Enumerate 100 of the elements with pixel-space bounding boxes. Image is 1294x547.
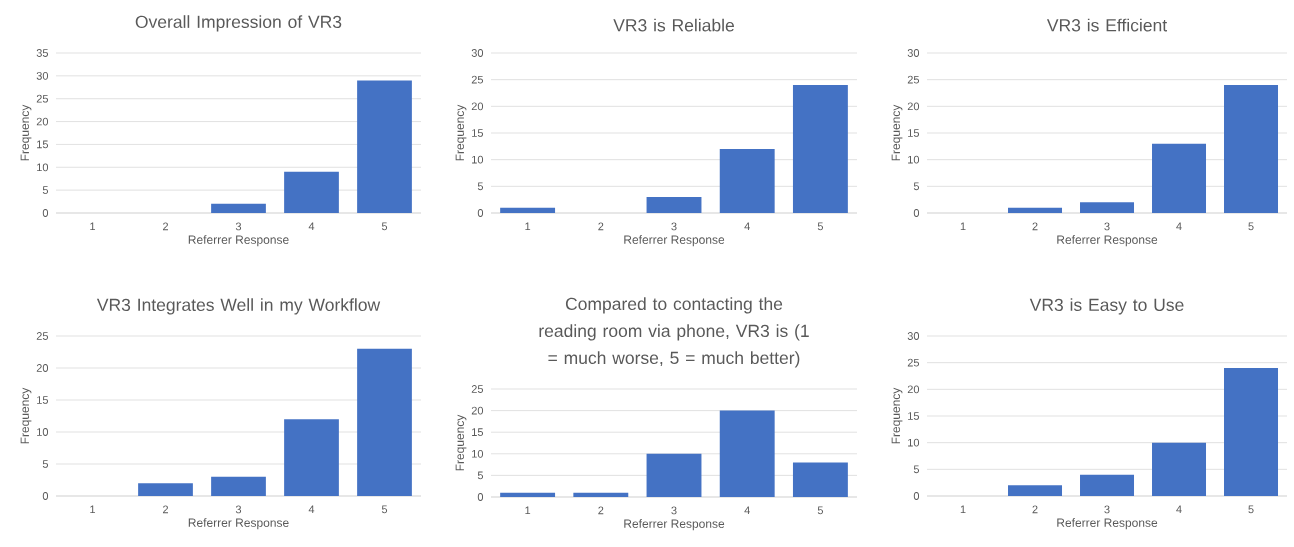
x-tick-label: 1 <box>525 222 531 231</box>
x-tick-label: 3 <box>235 505 242 514</box>
y-tick-label: 15 <box>908 129 920 137</box>
y-tick-label: 5 <box>913 465 920 474</box>
y-tick-label: 20 <box>907 102 920 111</box>
y-tick-label: 25 <box>907 358 920 367</box>
y-tick-label: 25 <box>907 75 920 84</box>
x-tick-label: 5 <box>381 505 388 514</box>
bar <box>1152 442 1207 496</box>
y-tick-label: 15 <box>37 396 49 404</box>
x-tick-label: 4 <box>744 222 750 231</box>
y-tick-label: 15 <box>472 129 484 137</box>
y-tick-label: 20 <box>907 385 920 394</box>
x-tick-label: 3 <box>671 506 677 515</box>
y-tick-label: 30 <box>907 332 920 340</box>
x-tick-label: 3 <box>1104 222 1110 231</box>
x-tick-label: 2 <box>162 222 168 231</box>
y-tick-label: 15 <box>472 428 484 437</box>
y-axis-title: Frequency <box>891 104 903 161</box>
y-tick-label: 0 <box>42 492 49 500</box>
x-tick-label: 4 <box>1176 505 1182 514</box>
x-tick-label: 1 <box>960 222 966 231</box>
x-axis-title: Referrer Response <box>188 235 289 247</box>
bar <box>357 348 412 496</box>
y-tick-label: 15 <box>908 412 920 420</box>
x-tick-label: 1 <box>525 506 531 515</box>
x-tick-label: 3 <box>235 222 242 231</box>
chart-title: VR3 Integrates Well in my Workflow <box>96 298 381 315</box>
chart-title: VR3 is Reliable <box>613 18 734 32</box>
x-tick-label: 5 <box>1248 505 1254 514</box>
bar <box>211 203 266 213</box>
y-axis-title: Frequency <box>455 104 467 161</box>
x-axis-title: Referrer Response <box>624 519 725 531</box>
y-tick-label: 20 <box>36 364 49 372</box>
y-tick-label: 0 <box>913 209 920 217</box>
bar <box>1224 85 1279 213</box>
chart-title: VR3 is Efficient <box>1046 18 1168 32</box>
x-tick-label: 2 <box>162 505 168 514</box>
bar <box>1008 485 1063 496</box>
y-tick-label: 0 <box>42 209 49 217</box>
y-tick-label: 15 <box>37 140 49 149</box>
x-axis-title: Referrer Response <box>1057 518 1158 530</box>
x-tick-label: 1 <box>90 222 96 231</box>
x-tick-label: 5 <box>817 506 824 515</box>
chart-title: Compared to contacting the reading room via phone, VR3 is (1 = much worse, 5 = much better) <box>539 297 809 368</box>
y-tick-label: 10 <box>472 155 484 164</box>
y-tick-label: 5 <box>42 186 49 194</box>
y-tick-label: 20 <box>471 406 484 415</box>
bar <box>792 85 848 213</box>
bar <box>792 462 848 497</box>
bar <box>138 483 193 496</box>
x-tick-label: 5 <box>381 222 388 231</box>
bar <box>1080 474 1135 496</box>
bar <box>1080 202 1135 213</box>
bar <box>719 410 775 497</box>
bar <box>646 196 702 213</box>
x-tick-label: 1 <box>960 505 966 514</box>
x-axis-title: Referrer Response <box>1057 235 1158 247</box>
x-axis-title: Referrer Response <box>188 518 289 530</box>
y-tick-label: 30 <box>907 49 920 57</box>
bar <box>1008 207 1063 213</box>
x-tick-label: 5 <box>817 222 824 231</box>
x-tick-label: 4 <box>308 505 315 514</box>
y-axis-title: Frequency <box>20 104 32 161</box>
y-tick-label: 5 <box>42 460 49 468</box>
x-tick-label: 5 <box>1248 222 1254 231</box>
x-tick-label: 2 <box>1032 222 1038 231</box>
x-tick-label: 4 <box>308 222 315 231</box>
y-tick-label: 10 <box>37 163 49 172</box>
bar <box>211 476 266 496</box>
bar <box>573 492 629 497</box>
y-tick-label: 10 <box>908 155 920 164</box>
bar <box>719 149 775 213</box>
x-tick-label: 2 <box>1032 505 1038 514</box>
x-tick-label: 3 <box>671 222 677 231</box>
y-tick-label: 5 <box>913 182 920 191</box>
y-tick-label: 0 <box>913 492 920 500</box>
chart-title: Overall Impression of VR3 <box>135 15 342 32</box>
bar <box>1152 143 1207 213</box>
y-tick-label: 5 <box>477 471 484 480</box>
y-tick-label: 35 <box>36 49 49 57</box>
chart-title: VR3 is Easy to Use <box>1029 298 1184 315</box>
bar <box>500 492 556 497</box>
y-tick-label: 5 <box>477 182 484 191</box>
bar <box>646 453 702 497</box>
x-tick-label: 1 <box>90 505 96 514</box>
y-tick-label: 25 <box>471 385 484 393</box>
y-tick-label: 20 <box>471 102 484 111</box>
y-tick-label: 0 <box>477 493 484 501</box>
bar <box>357 80 412 213</box>
y-tick-label: 10 <box>37 428 49 436</box>
y-axis-title: Frequency <box>20 387 32 444</box>
y-tick-label: 0 <box>477 209 484 217</box>
y-tick-label: 10 <box>908 438 920 447</box>
bar <box>1224 368 1279 496</box>
bar <box>284 419 339 496</box>
y-axis-title: Frequency <box>455 414 467 471</box>
y-tick-label: 10 <box>472 449 484 458</box>
bar <box>500 207 556 213</box>
y-tick-label: 20 <box>36 117 49 126</box>
